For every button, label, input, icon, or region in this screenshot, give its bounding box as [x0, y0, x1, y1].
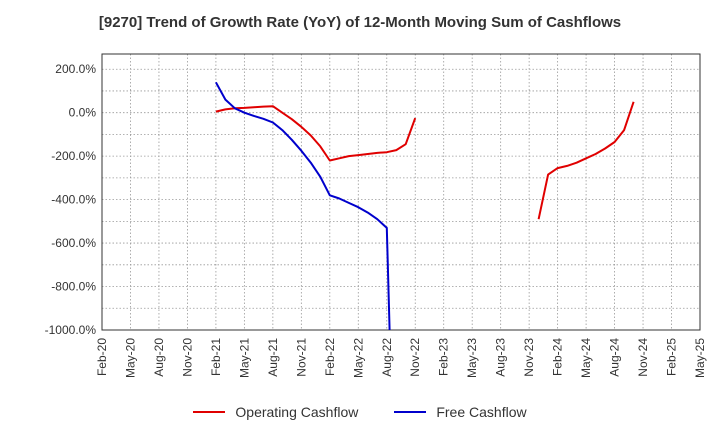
y-tick-label: 200.0% — [55, 62, 96, 76]
x-tick-label: Aug-21 — [266, 338, 280, 377]
x-tick-label: May-24 — [579, 338, 593, 378]
axes — [101, 53, 701, 331]
x-tick-label: Aug-20 — [152, 338, 166, 377]
x-tick-label: May-25 — [693, 338, 707, 378]
x-tick-label: Feb-25 — [665, 338, 679, 376]
x-tick-label: Nov-21 — [294, 338, 308, 377]
legend-label-operating-cashflow: Operating Cashflow — [235, 404, 359, 420]
x-tick-label: Nov-24 — [636, 338, 650, 377]
x-tick-label: Nov-20 — [180, 338, 194, 377]
x-tick-label: Aug-22 — [380, 338, 394, 377]
y-tick-label: 0.0% — [69, 106, 97, 120]
series-line-operating-cashflow-1 — [537, 101, 635, 220]
legend-swatch-operating-cashflow — [193, 411, 226, 413]
x-tick-label: Feb-21 — [209, 338, 223, 376]
x-tick-label: Feb-23 — [437, 338, 451, 376]
legend-item-operating-cashflow: Operating Cashflow — [193, 404, 358, 420]
y-tick-label: -800.0% — [51, 280, 96, 294]
x-tick-label: Nov-23 — [522, 338, 536, 377]
series-line-operating-cashflow-0 — [215, 105, 417, 162]
x-tick-label: Feb-24 — [551, 338, 565, 376]
legend: Operating Cashflow Free Cashflow — [0, 404, 720, 420]
tick-labels: Feb-20 May-20 Aug-20 Nov-20 Feb-21 May-21 Aug-… — [45, 62, 707, 378]
y-tick-label: -200.0% — [51, 149, 96, 163]
plot-frame — [101, 53, 701, 331]
x-tick-label: Feb-22 — [323, 338, 337, 376]
legend-item-free-cashflow: Free Cashflow — [394, 404, 527, 420]
series — [215, 81, 635, 331]
series-line-free-cashflow-2 — [215, 81, 391, 331]
legend-label-free-cashflow: Free Cashflow — [436, 404, 527, 420]
x-tick-label: May-22 — [351, 338, 365, 378]
x-tick-label: Feb-20 — [95, 338, 109, 376]
x-tick-label: Nov-22 — [408, 338, 422, 377]
legend-swatch-free-cashflow — [394, 411, 427, 413]
grid — [101, 54, 701, 331]
x-tick-label: Aug-23 — [494, 338, 508, 377]
y-tick-label: -400.0% — [51, 193, 96, 207]
x-tick-label: May-20 — [123, 338, 137, 378]
chart-title: [9270] Trend of Growth Rate (YoY) of 12-… — [98, 14, 622, 31]
x-tick-label: Aug-24 — [608, 338, 622, 377]
y-tick-label: -600.0% — [51, 236, 96, 250]
y-tick-label: -1000.0% — [45, 323, 97, 337]
x-tick-label: May-21 — [237, 338, 251, 378]
x-tick-label: May-23 — [465, 338, 479, 378]
